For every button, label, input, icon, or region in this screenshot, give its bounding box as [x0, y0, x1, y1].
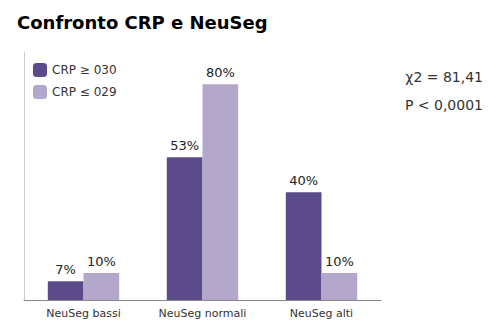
svg-text:NeuSeg bassi: NeuSeg bassi [46, 307, 120, 320]
svg-text:NeuSeg alti: NeuSeg alti [290, 307, 353, 320]
svg-text:P < 0,0001: P < 0,0001 [405, 97, 483, 113]
svg-text:80%: 80% [206, 65, 235, 80]
svg-text:Confronto CRP e NeuSeg: Confronto CRP e NeuSeg [17, 12, 268, 33]
svg-text:NeuSeg normali: NeuSeg normali [159, 307, 247, 320]
svg-text:7%: 7% [55, 262, 76, 277]
svg-text:CRP ≤ 029: CRP ≤ 029 [52, 85, 117, 99]
svg-text:40%: 40% [289, 173, 318, 188]
svg-text:53%: 53% [170, 138, 199, 153]
svg-text:10%: 10% [87, 254, 116, 269]
svg-text:10%: 10% [325, 254, 354, 269]
svg-text:CRP ≥ 030: CRP ≥ 030 [52, 63, 117, 77]
svg-text:χ2 = 81,41: χ2 = 81,41 [405, 69, 483, 85]
